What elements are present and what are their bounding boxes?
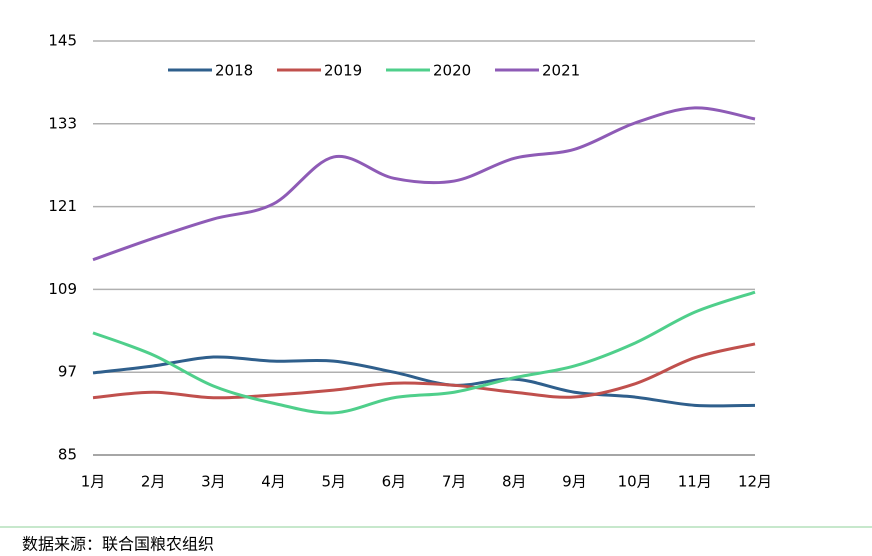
y-tick-label: 121 — [48, 197, 77, 215]
y-tick-label: 109 — [48, 280, 77, 298]
x-tick-label: 2月 — [141, 473, 166, 491]
x-tick-label: 8月 — [502, 473, 527, 491]
x-tick-label: 7月 — [442, 473, 467, 491]
source-note: 数据来源：联合国粮农组织 — [22, 535, 214, 554]
x-tick-label: 5月 — [321, 473, 346, 491]
series-line — [92, 355, 756, 408]
x-tick-label: 9月 — [562, 473, 587, 491]
x-tick-label: 11月 — [678, 473, 712, 491]
y-tick-label: 133 — [48, 114, 77, 132]
x-tick-label: 3月 — [201, 473, 226, 491]
x-tick-label: 12月 — [738, 473, 772, 491]
series-line — [92, 342, 756, 400]
x-tick-label: 4月 — [261, 473, 286, 491]
series-line — [92, 290, 756, 415]
x-tick-label: 1月 — [81, 473, 106, 491]
legend-label: 2018 — [215, 62, 253, 80]
x-tick-label: 6月 — [382, 473, 407, 491]
x-tick-label: 10月 — [618, 473, 652, 491]
y-tick-label: 97 — [58, 363, 77, 381]
y-tick-label: 85 — [58, 446, 77, 464]
legend-label: 2020 — [433, 62, 471, 80]
y-tick-label: 145 — [48, 32, 77, 50]
legend-label: 2019 — [324, 62, 362, 80]
series-line — [92, 106, 756, 262]
legend-label: 2021 — [542, 62, 580, 80]
